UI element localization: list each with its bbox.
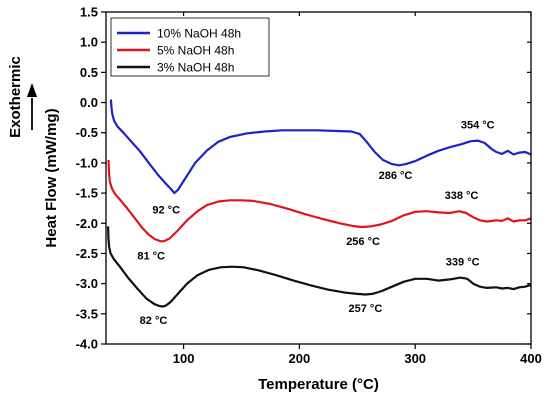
series-line (107, 159, 532, 243)
y-tick-label: 1.5 (80, 5, 98, 20)
peak-label: 338 °C (445, 190, 479, 202)
exothermic-arrow-icon (27, 83, 37, 130)
arrow-head (27, 83, 37, 97)
legend: 10% NaOH 48h 5% NaOH 48h 3% NaOH 48h (110, 17, 270, 77)
peak-label: 257 °C (349, 303, 383, 315)
y-tick-label: -1.5 (76, 186, 98, 201)
series-line (109, 99, 532, 195)
x-tick-label: 100 (173, 351, 195, 366)
y-tick-label: -4.0 (76, 337, 98, 352)
y-tick-label: 1.0 (80, 35, 98, 50)
legend-entry: 5% NaOH 48h (157, 44, 234, 58)
y-tick-label: -3.0 (76, 276, 98, 291)
peak-label: 256 °C (346, 236, 380, 248)
x-axis-title: Temperature (°C) (258, 376, 379, 393)
exothermic-label: Exothermic (7, 56, 24, 138)
y-tick-label: -3.5 (76, 306, 98, 321)
peak-label: 339 °C (446, 257, 480, 269)
peak-label: 354 °C (461, 120, 495, 132)
y-tick-label: -0.5 (76, 125, 98, 140)
y-axis-title: Heat Flow (mW/mg) (43, 108, 60, 247)
peak-label: 81 °C (137, 250, 165, 262)
axis-ticks: 1.5 1.0 0.5 0.0 -0.5 -1.0 -1.5 -2.0 -2.5 -3.0 -3.5… (76, 5, 542, 367)
x-tick-label: 300 (404, 351, 426, 366)
legend-entry: 3% NaOH 48h (157, 61, 234, 75)
legend-entry: 10% NaOH 48h (157, 27, 241, 41)
x-tick-label: 400 (520, 351, 542, 366)
plot-frame (105, 11, 532, 345)
y-tick-label: -2.0 (76, 216, 98, 231)
series-line (107, 226, 532, 308)
peak-label: 82 °C (140, 315, 168, 327)
peak-label: 92 °C (152, 205, 180, 217)
y-tick-label: -2.5 (76, 246, 98, 261)
x-tick-label: 200 (289, 351, 311, 366)
y-tick-label: 0.5 (80, 65, 98, 80)
peak-label: 286 °C (379, 170, 413, 182)
y-tick-label: -1.0 (76, 155, 98, 170)
series-curves (107, 99, 532, 308)
peak-annotations: 92 °C 286 °C 354 °C 81 °C 256 °C 338 °C 82 °C 2… (137, 120, 494, 328)
y-tick-label: 0.0 (80, 95, 98, 110)
